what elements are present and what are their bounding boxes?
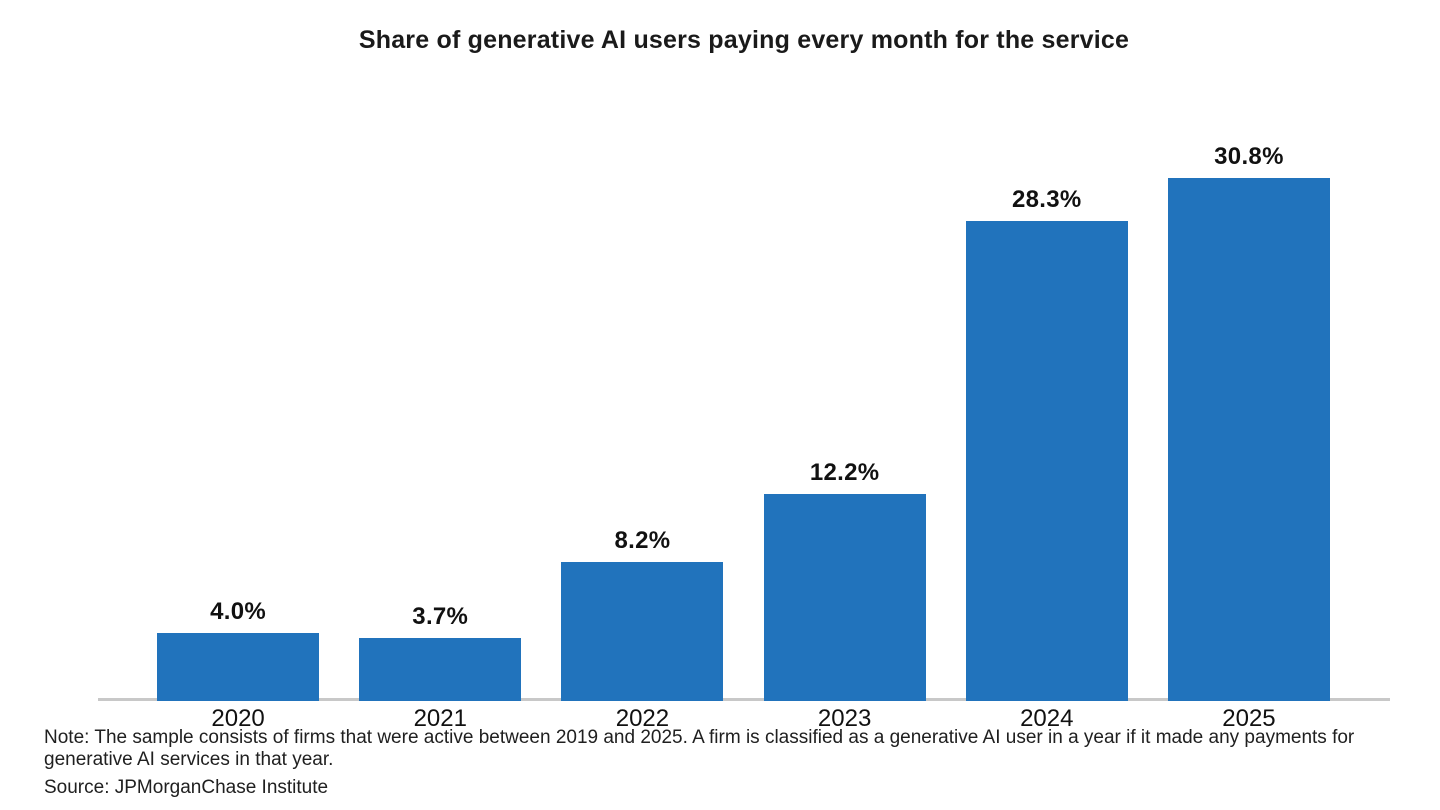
bar-value-label: 3.7% xyxy=(412,603,469,630)
chart-footnote: Note: The sample consists of firms that … xyxy=(44,727,1379,799)
bar-column: 8.2% xyxy=(541,527,743,701)
plot-area: 4.0% 3.7% 8.2% 12.2% 28.3% 30.8% xyxy=(137,0,1350,701)
source-text: Source: JPMorganChase Institute xyxy=(44,777,329,798)
x-axis-tick-label: 2024 xyxy=(1020,705,1074,732)
x-axis-tick-label: 2020 xyxy=(211,705,265,732)
bar xyxy=(763,494,926,701)
x-axis-tick-label: 2021 xyxy=(413,705,467,732)
chart-title: Share of generative AI users paying ever… xyxy=(358,26,1130,54)
x-axis-tick-label: 2022 xyxy=(615,705,670,732)
note-text: Note: The sample consists of firms that … xyxy=(44,727,1355,770)
bar-column: 3.7% xyxy=(339,603,541,701)
bar-value-label: 8.2% xyxy=(614,527,671,554)
bar-value-label: 4.0% xyxy=(210,598,267,625)
bar-value-label: 30.8% xyxy=(1214,143,1284,170)
bar xyxy=(157,633,320,701)
bar-column: 12.2% xyxy=(744,459,946,701)
x-axis-line xyxy=(98,698,1390,701)
bar xyxy=(359,638,522,701)
bar-column: 4.0% xyxy=(137,598,339,701)
bar-value-label: 12.2% xyxy=(809,459,880,486)
bar xyxy=(965,221,1128,701)
x-axis-tick-label: 2023 xyxy=(817,705,872,732)
bar-value-label: 28.3% xyxy=(1011,186,1082,213)
x-axis-tick-label: 2025 xyxy=(1222,705,1276,732)
bar xyxy=(561,562,724,701)
bar-column: 28.3% xyxy=(946,186,1148,701)
bar-column: 30.8% xyxy=(1148,143,1350,701)
bar xyxy=(1167,178,1330,701)
x-axis-labels: 2020 2021 2022 2023 2024 2025 xyxy=(137,705,1350,733)
